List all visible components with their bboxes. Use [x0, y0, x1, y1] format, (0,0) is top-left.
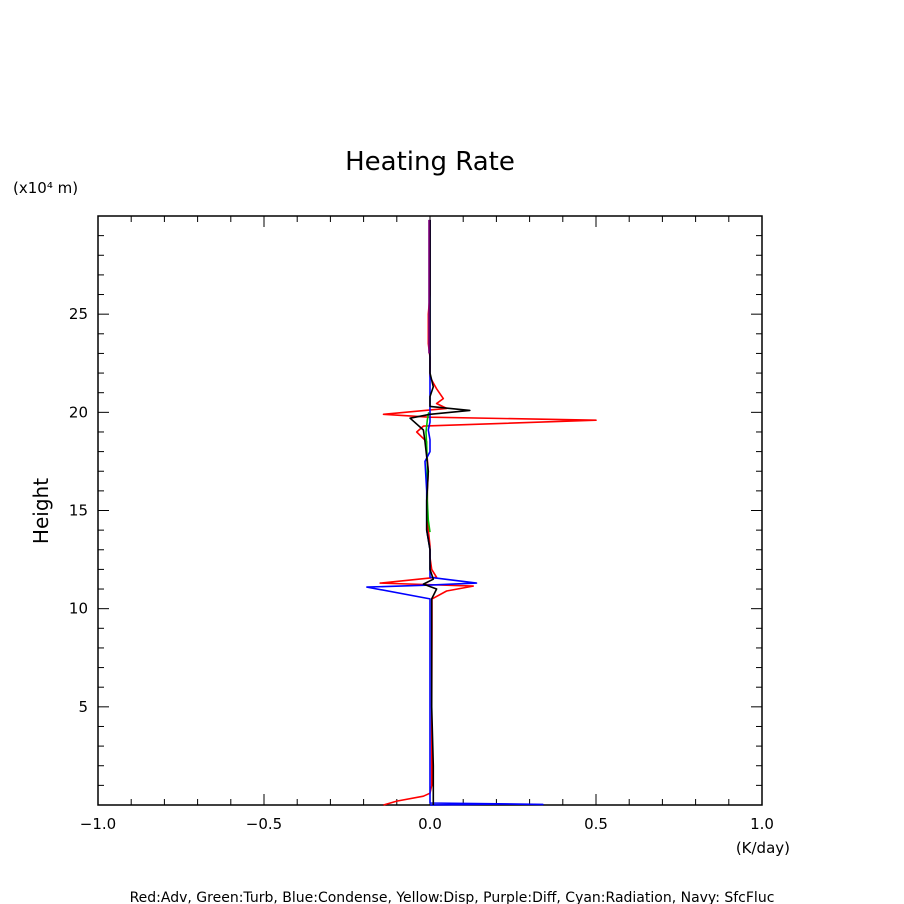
- x-tick-label: 0.5: [584, 815, 608, 833]
- y-tick-label: 20: [69, 403, 88, 421]
- y-axis-title: Height: [29, 478, 53, 544]
- axis-ticks: −1.0 −0.5 0.0 0.5 1.0 5 10 15 20 25: [69, 216, 774, 833]
- y-units-label: (x10⁴ m): [13, 179, 78, 197]
- plot-area: −1.0 −0.5 0.0 0.5 1.0 5 10 15 20 25: [69, 215, 774, 833]
- y-tick-label: 15: [69, 502, 88, 520]
- series-line-total: [409, 219, 471, 805]
- series-line-condense: [366, 219, 544, 806]
- x-tick-label: −0.5: [246, 815, 282, 833]
- x-units-label: (K/day): [736, 839, 790, 857]
- series-line-adv: [379, 219, 597, 806]
- x-tick-label: 1.0: [750, 815, 774, 833]
- y-tick-label: 5: [78, 698, 88, 716]
- legend-caption: Red:Adv, Green:Turb, Blue:Condense, Yell…: [130, 890, 775, 904]
- y-tick-label: 10: [69, 600, 88, 618]
- x-tick-label: −1.0: [80, 815, 116, 833]
- chart-title: Heating Rate: [345, 147, 515, 177]
- x-tick-label: 0.0: [418, 815, 442, 833]
- y-tick-label: 25: [69, 305, 88, 323]
- series-lines: [366, 219, 597, 806]
